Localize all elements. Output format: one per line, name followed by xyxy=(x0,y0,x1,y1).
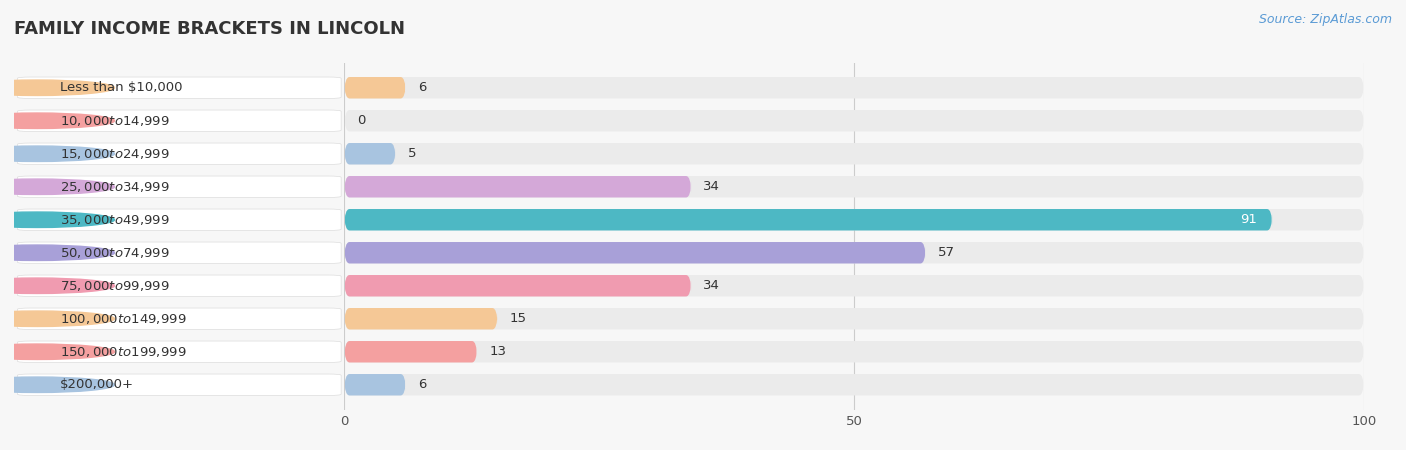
Circle shape xyxy=(0,80,114,95)
Text: 91: 91 xyxy=(1240,213,1257,226)
FancyBboxPatch shape xyxy=(344,143,395,165)
Text: 34: 34 xyxy=(703,279,720,292)
FancyBboxPatch shape xyxy=(344,77,1364,99)
FancyBboxPatch shape xyxy=(344,209,1272,230)
FancyBboxPatch shape xyxy=(344,341,1364,363)
Text: $75,000 to $99,999: $75,000 to $99,999 xyxy=(60,279,170,293)
FancyBboxPatch shape xyxy=(344,341,477,363)
FancyBboxPatch shape xyxy=(17,110,342,131)
FancyBboxPatch shape xyxy=(17,242,342,264)
Text: $150,000 to $199,999: $150,000 to $199,999 xyxy=(60,345,187,359)
Text: 15: 15 xyxy=(509,312,527,325)
Text: $15,000 to $24,999: $15,000 to $24,999 xyxy=(60,147,170,161)
FancyBboxPatch shape xyxy=(17,341,342,363)
Text: 13: 13 xyxy=(489,345,506,358)
FancyBboxPatch shape xyxy=(344,242,925,264)
FancyBboxPatch shape xyxy=(344,77,405,99)
FancyBboxPatch shape xyxy=(344,308,1364,329)
FancyBboxPatch shape xyxy=(344,308,498,329)
FancyBboxPatch shape xyxy=(17,308,342,329)
Text: Source: ZipAtlas.com: Source: ZipAtlas.com xyxy=(1258,14,1392,27)
Text: Less than $10,000: Less than $10,000 xyxy=(60,81,183,94)
FancyBboxPatch shape xyxy=(344,242,1364,264)
FancyBboxPatch shape xyxy=(17,209,342,230)
Circle shape xyxy=(0,311,114,326)
Text: $100,000 to $149,999: $100,000 to $149,999 xyxy=(60,312,187,326)
Circle shape xyxy=(0,212,114,227)
FancyBboxPatch shape xyxy=(344,209,1364,230)
FancyBboxPatch shape xyxy=(344,374,405,396)
Text: 5: 5 xyxy=(408,147,416,160)
FancyBboxPatch shape xyxy=(17,275,342,297)
Circle shape xyxy=(0,113,114,128)
FancyBboxPatch shape xyxy=(344,110,1364,131)
Text: $10,000 to $14,999: $10,000 to $14,999 xyxy=(60,114,170,128)
FancyBboxPatch shape xyxy=(344,374,1364,396)
Text: 6: 6 xyxy=(418,81,426,94)
Text: $200,000+: $200,000+ xyxy=(60,378,135,391)
FancyBboxPatch shape xyxy=(17,143,342,165)
FancyBboxPatch shape xyxy=(344,143,1364,165)
Text: $25,000 to $34,999: $25,000 to $34,999 xyxy=(60,180,170,194)
Circle shape xyxy=(0,245,114,261)
Text: 6: 6 xyxy=(418,378,426,391)
FancyBboxPatch shape xyxy=(17,374,342,396)
Circle shape xyxy=(0,278,114,293)
FancyBboxPatch shape xyxy=(344,275,692,297)
Text: $35,000 to $49,999: $35,000 to $49,999 xyxy=(60,213,170,227)
Circle shape xyxy=(0,179,114,194)
Text: $50,000 to $74,999: $50,000 to $74,999 xyxy=(60,246,170,260)
Circle shape xyxy=(0,344,114,360)
Circle shape xyxy=(0,146,114,162)
Text: FAMILY INCOME BRACKETS IN LINCOLN: FAMILY INCOME BRACKETS IN LINCOLN xyxy=(14,20,405,38)
FancyBboxPatch shape xyxy=(17,176,342,198)
FancyBboxPatch shape xyxy=(344,275,1364,297)
Text: 34: 34 xyxy=(703,180,720,193)
Text: 57: 57 xyxy=(938,246,955,259)
FancyBboxPatch shape xyxy=(344,176,692,198)
FancyBboxPatch shape xyxy=(17,77,342,99)
Circle shape xyxy=(0,377,114,392)
FancyBboxPatch shape xyxy=(344,176,1364,198)
Text: 0: 0 xyxy=(357,114,366,127)
